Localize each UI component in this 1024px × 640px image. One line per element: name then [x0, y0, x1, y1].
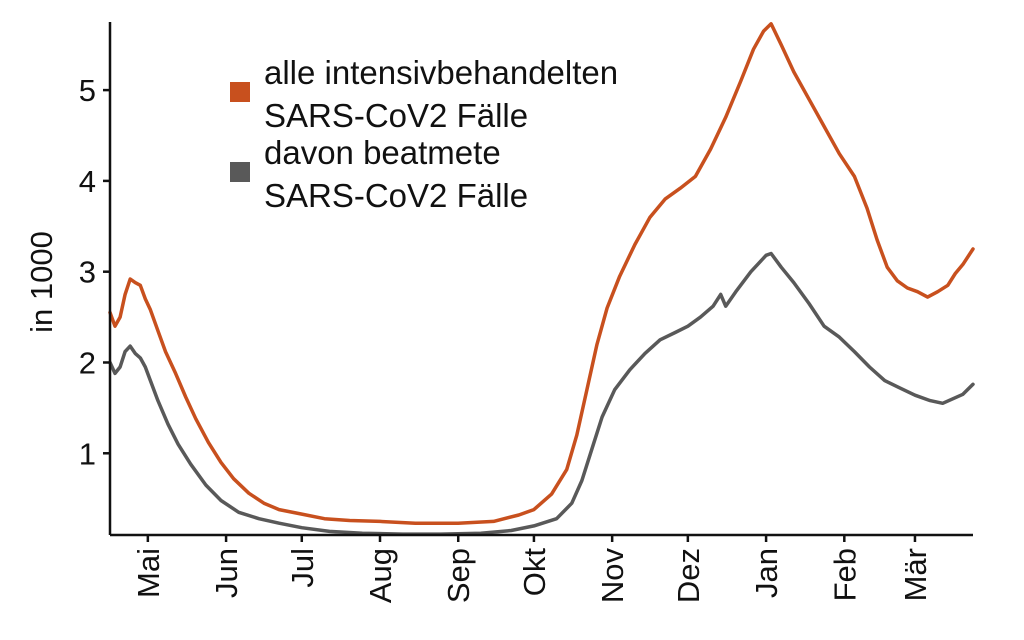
- legend-label: alle intensivbehandelten: [264, 54, 618, 91]
- x-tick-label: Nov: [595, 548, 630, 604]
- y-axis: 1 2 3 4 5: [79, 22, 112, 535]
- x-tick-label: Feb: [827, 548, 862, 601]
- x-tick-label: Jun: [209, 548, 244, 598]
- y-tick-label: 5: [79, 73, 96, 108]
- x-tick-label: Mär: [898, 548, 933, 601]
- y-axis-label: in 1000: [24, 231, 59, 333]
- y-tick-label: 4: [79, 164, 96, 199]
- x-tick-label: Okt: [517, 548, 552, 597]
- y-tick-label: 3: [79, 255, 96, 290]
- x-axis: Mai Jun Jul Aug Sep Okt Nov Dez Jan Feb Mär: [110, 533, 973, 604]
- legend-label: SARS-CoV2 Fälle: [264, 177, 528, 214]
- y-tick-label: 1: [79, 436, 96, 471]
- y-tick-label: 2: [79, 345, 96, 380]
- legend-swatch: [230, 82, 250, 102]
- x-tick-label: Sep: [441, 548, 476, 603]
- x-tick-label: Mai: [131, 548, 166, 598]
- legend-label: davon beatmete: [264, 134, 501, 171]
- series-line-1: [108, 22, 975, 525]
- series-line-2: [108, 251, 975, 536]
- legend-swatch: [230, 162, 250, 182]
- x-tick-label: Aug: [363, 548, 398, 603]
- x-tick-label: Dez: [671, 548, 706, 603]
- x-tick-label: Jul: [285, 548, 320, 588]
- x-tick-label: Jan: [749, 548, 784, 598]
- legend-label: SARS-CoV2 Fälle: [264, 97, 528, 134]
- legend-item-1: alle intensivbehandelten SARS-CoV2 Fälle: [230, 54, 618, 134]
- plot-area: [108, 22, 975, 536]
- legend-item-2: davon beatmete SARS-CoV2 Fälle: [230, 134, 528, 214]
